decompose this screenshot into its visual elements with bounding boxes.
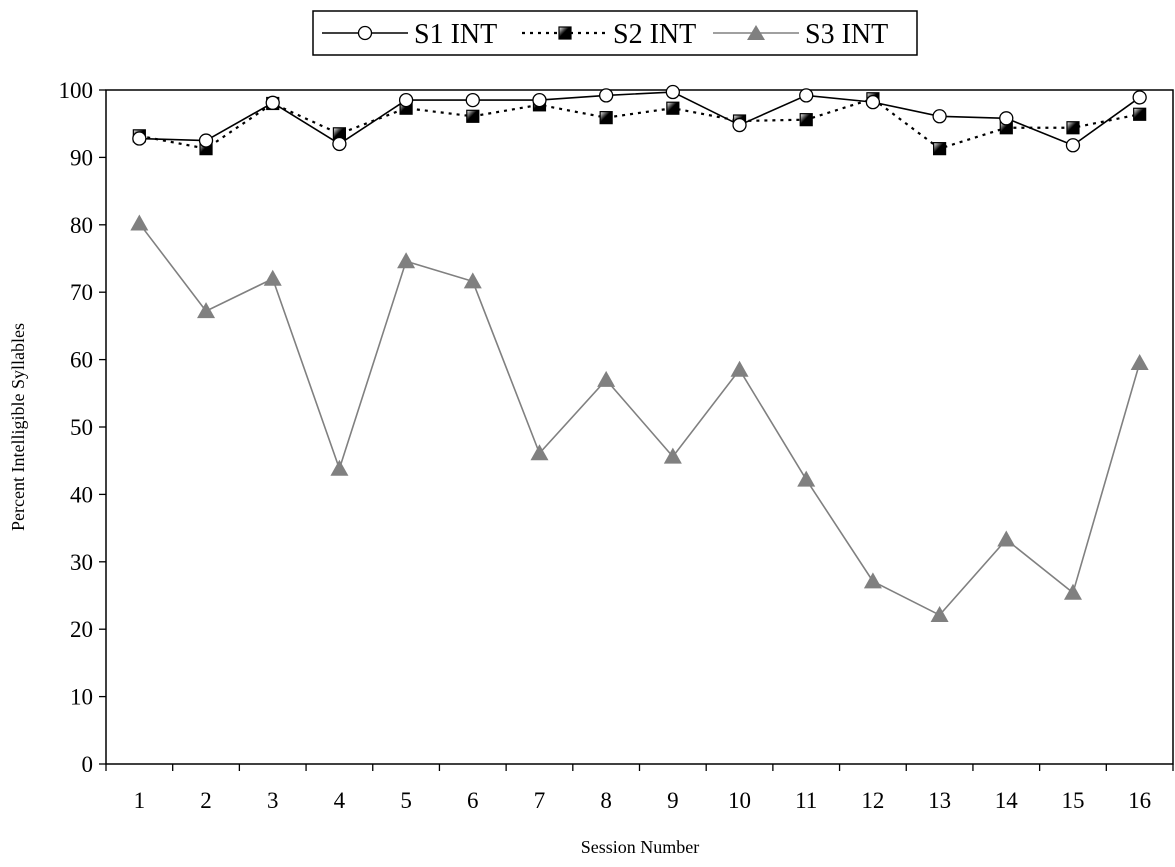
legend-item-s3: S3 INT bbox=[713, 19, 888, 50]
s2-point bbox=[599, 111, 613, 125]
s1-point bbox=[865, 94, 881, 110]
x-tick-label: 6 bbox=[467, 788, 479, 813]
s3-point bbox=[863, 572, 882, 589]
y-tick-label: 30 bbox=[70, 550, 93, 575]
y-tick-label: 60 bbox=[70, 348, 93, 373]
x-tick-label: 7 bbox=[534, 788, 546, 813]
s3-point bbox=[397, 252, 416, 269]
y-tick-label: 80 bbox=[70, 213, 93, 238]
x-tick-label: 5 bbox=[400, 788, 412, 813]
x-tick-label: 2 bbox=[200, 788, 212, 813]
x-tick-label: 12 bbox=[861, 788, 884, 813]
plot-frame bbox=[105, 89, 1174, 765]
x-tick-label: 10 bbox=[728, 788, 751, 813]
legend-item-s1: S1 INT bbox=[322, 19, 497, 50]
series-2 bbox=[132, 92, 1147, 156]
s1-point bbox=[599, 88, 614, 103]
s2-point bbox=[666, 101, 680, 115]
s1-point bbox=[398, 92, 414, 108]
legend-marker-s2 bbox=[558, 26, 572, 40]
s3-point bbox=[1130, 353, 1149, 370]
x-axis: 1 2 3 4 5 6 7 8 9 10 11 12 13 14 15 16 bbox=[105, 764, 1174, 813]
s3-point bbox=[197, 302, 216, 319]
s1-point bbox=[932, 109, 947, 124]
s1-point bbox=[1132, 90, 1147, 105]
y-tick-label: 20 bbox=[70, 617, 93, 642]
s2-point bbox=[932, 142, 947, 156]
s1-point bbox=[1065, 138, 1081, 153]
legend-label-s3: S3 INT bbox=[805, 19, 888, 50]
x-tick-label: 8 bbox=[600, 788, 612, 813]
x-tick-label: 15 bbox=[1061, 788, 1084, 813]
x-tick-label: 4 bbox=[334, 788, 346, 813]
s3-point bbox=[730, 360, 749, 377]
s1-point bbox=[198, 133, 214, 148]
s2-point bbox=[466, 109, 480, 123]
s3-point bbox=[997, 530, 1016, 547]
x-tick-label: 11 bbox=[795, 788, 817, 813]
s1-point bbox=[332, 136, 347, 152]
s1-point bbox=[265, 95, 280, 110]
y-axis: 0 10 20 30 40 50 60 70 80 90 100 bbox=[59, 78, 106, 777]
s3-point bbox=[130, 214, 149, 231]
s3-point bbox=[263, 269, 282, 286]
legend-frame bbox=[312, 10, 918, 56]
s3-point bbox=[930, 606, 949, 623]
s2-point bbox=[1066, 121, 1080, 135]
s3-point bbox=[597, 370, 616, 387]
s3-point bbox=[530, 444, 549, 461]
s3-point bbox=[463, 272, 482, 289]
s1-point bbox=[665, 84, 680, 100]
x-axis-title: Session Number bbox=[581, 837, 700, 857]
y-axis-title: Percent Intelligible Syllables bbox=[8, 323, 28, 531]
s3-point bbox=[797, 470, 816, 487]
legend-item-s2: S2 INT bbox=[522, 19, 696, 50]
y-tick-label: 70 bbox=[70, 280, 93, 305]
legend-label-s1: S1 INT bbox=[414, 19, 497, 50]
series-layer bbox=[130, 84, 1149, 623]
legend-label-s2: S2 INT bbox=[613, 19, 696, 50]
legend-marker-s1 bbox=[357, 25, 373, 41]
y-tick-label: 50 bbox=[70, 415, 93, 440]
legend: S1 INT S2 INT S3 INT bbox=[312, 10, 918, 56]
x-tick-label: 1 bbox=[134, 788, 146, 813]
s1-point bbox=[132, 131, 147, 146]
y-tick-label: 100 bbox=[59, 78, 94, 103]
s3-point bbox=[1063, 583, 1082, 600]
s3-point bbox=[330, 459, 349, 476]
s1-point bbox=[532, 92, 547, 108]
s1-point bbox=[999, 111, 1014, 126]
y-tick-label: 10 bbox=[70, 685, 93, 710]
y-tick-label: 40 bbox=[70, 482, 93, 507]
y-tick-label: 0 bbox=[82, 752, 94, 777]
s1-point bbox=[732, 117, 747, 133]
series-line-1 bbox=[139, 91, 1141, 147]
series-line-2 bbox=[139, 97, 1140, 150]
legend-marker-s3 bbox=[747, 25, 765, 40]
x-tick-label: 3 bbox=[267, 788, 279, 813]
series-line-3 bbox=[138, 222, 1141, 617]
series-1 bbox=[132, 84, 1147, 153]
s1-point bbox=[799, 88, 814, 103]
x-tick-label: 9 bbox=[667, 788, 679, 813]
y-tick-label: 90 bbox=[70, 145, 93, 170]
x-tick-label: 16 bbox=[1128, 788, 1151, 813]
s1-point bbox=[465, 92, 480, 108]
s3-point bbox=[663, 447, 682, 464]
series-3 bbox=[130, 214, 1149, 623]
x-tick-label: 13 bbox=[928, 788, 951, 813]
s2-point bbox=[1133, 107, 1147, 121]
x-tick-label: 14 bbox=[995, 788, 1019, 813]
s2-point bbox=[799, 113, 813, 127]
